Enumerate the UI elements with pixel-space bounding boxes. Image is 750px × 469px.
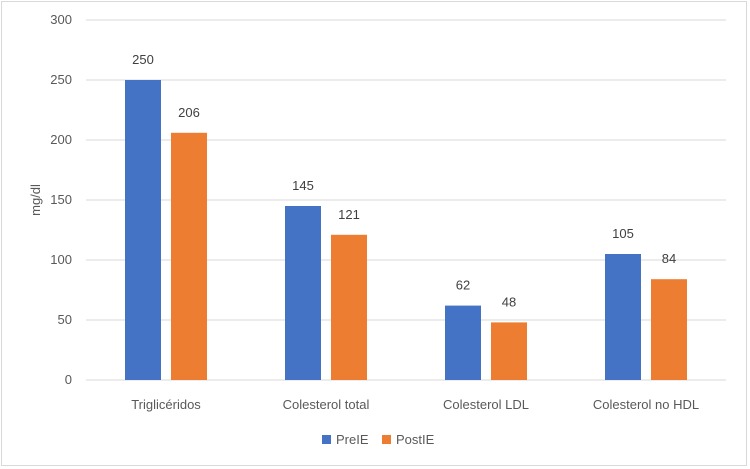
legend-swatch-postie <box>382 435 391 444</box>
data-label: 105 <box>612 226 634 241</box>
y-axis-title: mg/dl <box>28 184 43 216</box>
data-label: 206 <box>178 105 200 120</box>
bar-postie-3 <box>651 279 687 380</box>
bar-postie-1 <box>331 234 367 380</box>
x-tick-label: Triglicéridos <box>131 397 201 412</box>
bars <box>125 80 687 380</box>
y-tick-label: 50 <box>58 312 72 327</box>
y-tick-labels: 0 50 100 150 200 250 300 <box>50 12 72 387</box>
legend-label: PostIE <box>396 432 435 447</box>
y-tick-label: 150 <box>50 192 72 207</box>
x-tick-label: Colesterol LDL <box>443 397 529 412</box>
bar-preie-1 <box>285 206 321 380</box>
data-label: 62 <box>456 278 470 293</box>
bar-preie-3 <box>605 254 641 380</box>
y-tick-label: 250 <box>50 72 72 87</box>
legend-swatch-preie <box>322 435 331 444</box>
bar-postie-2 <box>491 322 527 380</box>
x-tick-label: Colesterol no HDL <box>593 397 699 412</box>
legend-label: PreIE <box>336 432 369 447</box>
y-tick-label: 200 <box>50 132 72 147</box>
x-tick-labels: Triglicéridos Colesterol total Colesterol … <box>131 397 699 412</box>
data-label: 121 <box>338 207 360 222</box>
bar-preie-2 <box>445 305 481 380</box>
y-tick-label: 300 <box>50 12 72 27</box>
bar-preie-0 <box>125 80 161 380</box>
y-tick-label: 0 <box>65 372 72 387</box>
data-labels: 250 206 145 121 62 48 105 84 <box>132 52 676 309</box>
x-tick-label: Colesterol total <box>283 397 370 412</box>
data-label: 84 <box>662 251 676 266</box>
data-label: 250 <box>132 52 154 67</box>
legend: PreIE PostIE <box>322 432 435 447</box>
data-label: 48 <box>502 294 516 309</box>
bar-postie-0 <box>171 132 207 380</box>
data-label: 145 <box>292 178 314 193</box>
y-tick-label: 100 <box>50 252 72 267</box>
